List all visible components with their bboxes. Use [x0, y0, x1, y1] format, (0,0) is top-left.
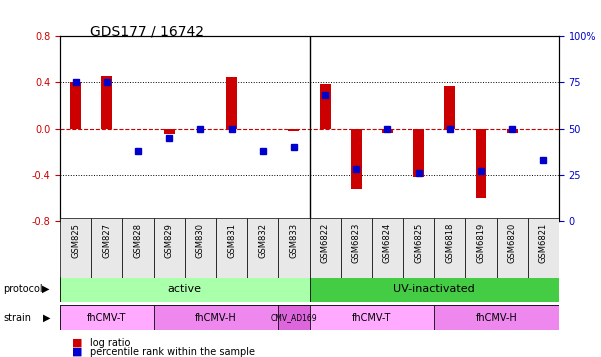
Text: GSM831: GSM831 — [227, 224, 236, 262]
Text: GSM827: GSM827 — [102, 223, 111, 258]
Bar — [320, 84, 331, 129]
Text: ▶: ▶ — [43, 313, 50, 323]
Text: GSM6818: GSM6818 — [445, 224, 454, 267]
Bar — [154, 218, 185, 278]
Text: GSM833: GSM833 — [290, 224, 299, 262]
Text: GSM833: GSM833 — [290, 223, 299, 258]
Text: strain: strain — [3, 313, 31, 323]
Text: GSM828: GSM828 — [133, 224, 142, 262]
Text: GSM825: GSM825 — [71, 224, 80, 262]
Text: CMV_AD169: CMV_AD169 — [270, 313, 317, 322]
Bar — [310, 277, 559, 302]
Bar — [434, 305, 559, 330]
Text: fhCMV-T: fhCMV-T — [352, 313, 392, 323]
Text: GSM830: GSM830 — [196, 224, 205, 262]
Bar — [154, 305, 278, 330]
Bar — [351, 129, 362, 189]
Text: GSM830: GSM830 — [196, 223, 205, 258]
Text: fhCMV-H: fhCMV-H — [195, 313, 237, 323]
Bar — [413, 129, 424, 177]
Text: GSM6820: GSM6820 — [508, 224, 517, 267]
Bar — [216, 218, 247, 278]
Text: active: active — [168, 284, 202, 294]
Text: fhCMV-T: fhCMV-T — [87, 313, 127, 323]
Text: GSM6819: GSM6819 — [477, 223, 486, 263]
Text: fhCMV-H: fhCMV-H — [476, 313, 517, 323]
Text: GSM6821: GSM6821 — [539, 224, 548, 267]
Text: protocol: protocol — [3, 284, 43, 294]
Text: GSM828: GSM828 — [133, 223, 142, 258]
Text: GSM6821: GSM6821 — [539, 223, 548, 263]
Bar — [310, 305, 434, 330]
Text: GSM825: GSM825 — [71, 223, 80, 257]
Text: GSM829: GSM829 — [165, 223, 174, 257]
Bar — [247, 218, 278, 278]
Text: ■: ■ — [72, 338, 82, 348]
Text: log ratio: log ratio — [90, 338, 130, 348]
Text: GSM6822: GSM6822 — [320, 223, 329, 263]
Bar — [341, 218, 372, 278]
Text: GSM6823: GSM6823 — [352, 224, 361, 267]
Text: ■: ■ — [72, 347, 82, 357]
Text: GSM6825: GSM6825 — [414, 223, 423, 263]
Text: GSM6823: GSM6823 — [352, 223, 361, 263]
Text: GSM831: GSM831 — [227, 223, 236, 258]
Bar — [60, 305, 154, 330]
Bar — [60, 277, 310, 302]
Bar — [507, 129, 517, 133]
Bar — [465, 218, 496, 278]
Bar — [226, 77, 237, 129]
Bar — [288, 129, 299, 131]
Text: GSM6818: GSM6818 — [445, 223, 454, 263]
Bar — [372, 218, 403, 278]
Bar — [496, 218, 528, 278]
Bar — [444, 86, 456, 129]
Bar — [475, 129, 486, 198]
Text: ▶: ▶ — [42, 284, 49, 294]
Bar — [382, 129, 393, 133]
Bar — [434, 218, 465, 278]
Bar — [60, 218, 91, 278]
Bar — [403, 218, 434, 278]
Bar — [163, 129, 175, 134]
Bar — [102, 76, 112, 129]
Bar — [310, 218, 341, 278]
Bar — [278, 218, 310, 278]
Text: GSM6820: GSM6820 — [508, 223, 517, 263]
Text: GDS177 / 16742: GDS177 / 16742 — [90, 25, 204, 39]
Bar — [278, 305, 310, 330]
Text: GSM832: GSM832 — [258, 224, 267, 262]
Bar — [528, 218, 559, 278]
Text: GSM6819: GSM6819 — [477, 224, 486, 267]
Text: GSM6822: GSM6822 — [320, 224, 329, 267]
Bar — [185, 218, 216, 278]
Text: UV-inactivated: UV-inactivated — [393, 284, 475, 294]
Text: GSM827: GSM827 — [102, 224, 111, 262]
Bar — [123, 218, 154, 278]
Text: GSM6824: GSM6824 — [383, 223, 392, 263]
Text: GSM6824: GSM6824 — [383, 224, 392, 267]
Text: GSM832: GSM832 — [258, 223, 267, 258]
Bar — [91, 218, 123, 278]
Text: percentile rank within the sample: percentile rank within the sample — [90, 347, 255, 357]
Text: GSM6825: GSM6825 — [414, 224, 423, 267]
Text: GSM829: GSM829 — [165, 224, 174, 262]
Bar — [70, 82, 81, 129]
